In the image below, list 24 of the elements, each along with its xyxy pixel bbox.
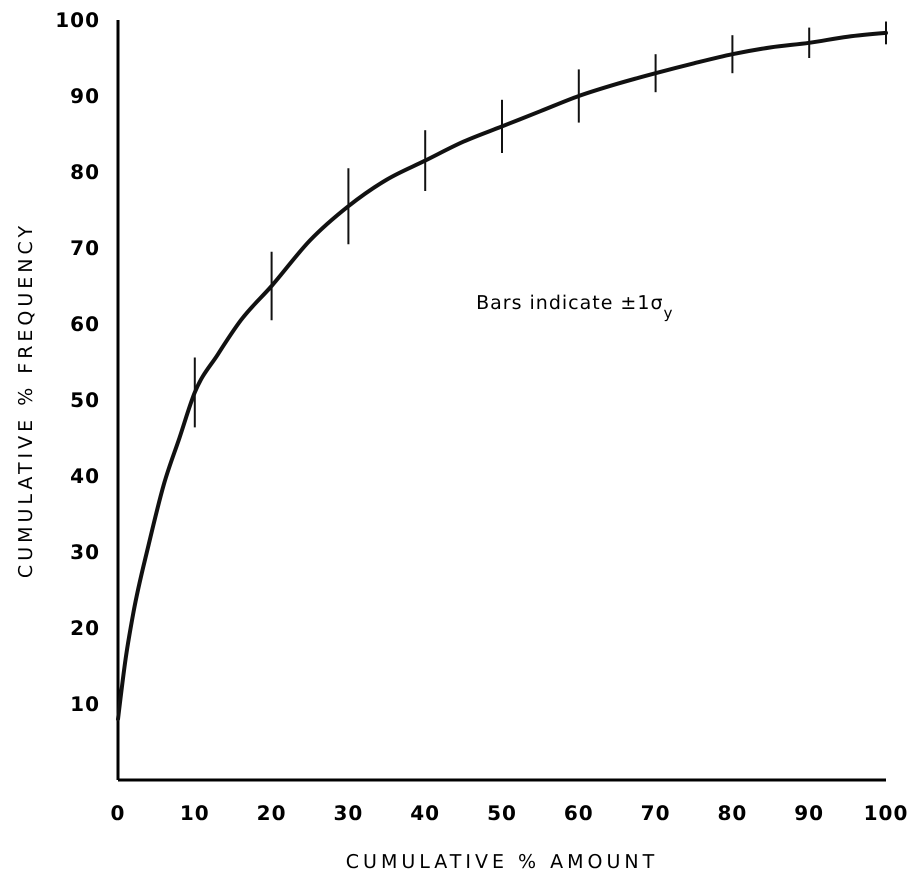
x-tick-label: 10: [180, 801, 210, 825]
x-tick-label: 60: [564, 801, 594, 825]
x-tick-label: 80: [717, 801, 748, 825]
x-tick-label: 50: [487, 801, 517, 825]
y-tick-label: 100: [55, 8, 100, 32]
y-tick-label: 50: [70, 388, 100, 412]
annotation: Bars indicate ±1σ$_{y}$: [476, 292, 674, 322]
x-tick-label: 20: [256, 801, 287, 825]
y-tick-label: 90: [70, 84, 100, 108]
x-tick-label: 90: [794, 801, 824, 825]
y-tick-label: 70: [70, 236, 100, 260]
y-tick-label: 10: [70, 692, 100, 716]
x-tick-label: 70: [640, 801, 671, 825]
y-tick-label: 20: [70, 616, 100, 640]
x-tick-label: 40: [410, 801, 440, 825]
x-tick-label: 30: [333, 801, 364, 825]
y-tick-label: 60: [70, 312, 100, 336]
y-axis-title: CUMULATIVE % FREQUENCY: [15, 222, 37, 578]
x-axis-title: CUMULATIVE % AMOUNT: [346, 851, 658, 873]
y-tick-label: 30: [70, 540, 100, 564]
y-tick-label: 40: [70, 464, 100, 488]
y-tick-label: 80: [70, 160, 100, 184]
x-tick-label: 100: [864, 801, 908, 825]
x-tick-label: 0: [110, 801, 126, 825]
